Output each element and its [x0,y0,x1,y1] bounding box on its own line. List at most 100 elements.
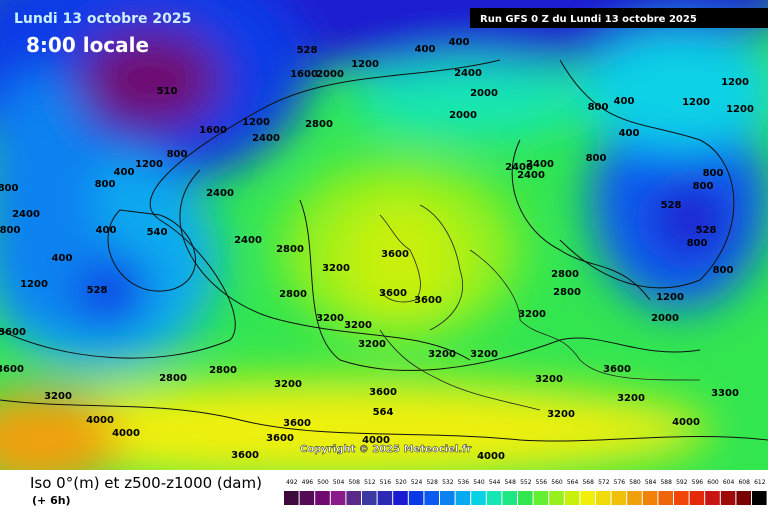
legend-label: 504 [333,479,345,486]
legend-label: 596 [692,479,704,486]
run-info: Run GFS 0 Z du Lundi 13 octobre 2025 [480,14,697,25]
contour-label: 4000 [362,435,390,446]
contour-label: 3200 [535,374,563,385]
legend-label: 552 [520,479,532,486]
contour-label: 3200 [547,409,575,420]
legend-swatch [549,491,564,505]
contour-label: 1200 [721,77,749,88]
legend-swatch [627,491,642,505]
contour-label: 4000 [112,428,140,439]
contour-label: 3600 [0,364,24,375]
contours [0,59,768,442]
contour-label: 1200 [351,59,379,70]
contour-label: 2800 [279,289,307,300]
contour-label: 2400 [526,159,554,170]
contour-label: 3200 [518,309,546,320]
contour-label: 2400 [234,235,262,246]
field [0,0,768,470]
legend-label: 600 [707,479,719,486]
contour-label: 2800 [305,119,333,130]
contour-label: 800 [0,225,20,236]
legend-label: 528 [426,479,438,486]
local-time: 8:00 locale [26,33,149,57]
contour-label: 3600 [231,450,259,461]
contour-label: 2400 [505,162,533,173]
legend-label: 592 [676,479,688,486]
run-banner [470,8,768,28]
contour-label: 528 [661,200,682,211]
contour-label: 400 [52,253,73,264]
legend-label: 520 [395,479,407,486]
contour-label: 510 [157,86,178,97]
contour-label: 800 [588,102,609,113]
contour-label: 800 [713,265,734,276]
contour-label: 3200 [274,379,302,390]
contour-label: 400 [614,96,635,107]
contour-label: 528 [696,225,717,236]
legend-swatch [580,491,595,505]
contour-label: 1200 [242,117,270,128]
contour-label: 3200 [358,339,386,350]
contour-label: 3200 [428,349,456,360]
legend-label: 568 [582,479,594,486]
legend-swatch [440,491,455,505]
contour-label: 400 [415,44,436,55]
contour-label: 400 [619,128,640,139]
legend-swatch [315,491,330,505]
legend-label: 580 [629,479,641,486]
contour-label: 3600 [603,364,631,375]
contour-label: 1200 [682,97,710,108]
contour-label: 3200 [44,391,72,402]
contour-label: 1600 [290,69,318,80]
legend-swatch [752,491,767,505]
legend-swatch [642,491,658,505]
contour-label: 2000 [470,88,498,99]
legend-label: 548 [504,479,516,486]
contour-label: 2800 [276,244,304,255]
contour-label: 3200 [316,313,344,324]
legend-swatch [424,491,439,505]
contour-label: 528 [87,285,108,296]
contour-label: 2400 [517,170,545,181]
legend-swatch [362,491,377,505]
contour-label: 2000 [651,313,679,324]
legend-label: 584 [645,479,657,486]
contour-label: 2800 [159,373,187,384]
coastlines [379,204,701,411]
legend-label: 576 [614,479,626,486]
contour-label: 800 [0,183,18,194]
contour-label: 400 [449,37,470,48]
contour-label: 1600 [199,125,227,136]
contour-label: 1200 [20,279,48,290]
contour-label: 400 [96,225,117,236]
legend-label: 572 [598,479,610,486]
contour-label: 3600 [381,249,409,260]
contour-label: 1200 [656,292,684,303]
contour-label: 1200 [726,104,754,115]
legend-swatch [408,491,424,505]
legend-label: 532 [442,479,454,486]
contour-label: 3200 [470,349,498,360]
legend-label: 540 [473,479,485,486]
date: Lundi 13 octobre 2025 [14,11,191,27]
legend-label: 612 [754,479,766,486]
legend-swatch [471,491,486,505]
contour-label: 400 [114,167,135,178]
legend-label: 500 [317,479,329,486]
contour-label: 800 [703,168,724,179]
contour-label: 3200 [617,393,645,404]
legend-label: 496 [302,479,314,486]
contour-label: 3600 [0,327,26,338]
legend-swatch [377,491,393,505]
legend-label: 588 [660,479,672,486]
legend-swatch [720,491,736,505]
legend-swatch [689,491,705,505]
legend-swatch [455,491,471,505]
legend-label: 608 [738,479,750,486]
legend-label: 524 [411,479,423,486]
contour-label: 800 [95,179,116,190]
legend: 492 496 500 504 508 512 516 520 524 528 532 536 540 5… [284,479,767,505]
legend-swatch [596,491,611,505]
